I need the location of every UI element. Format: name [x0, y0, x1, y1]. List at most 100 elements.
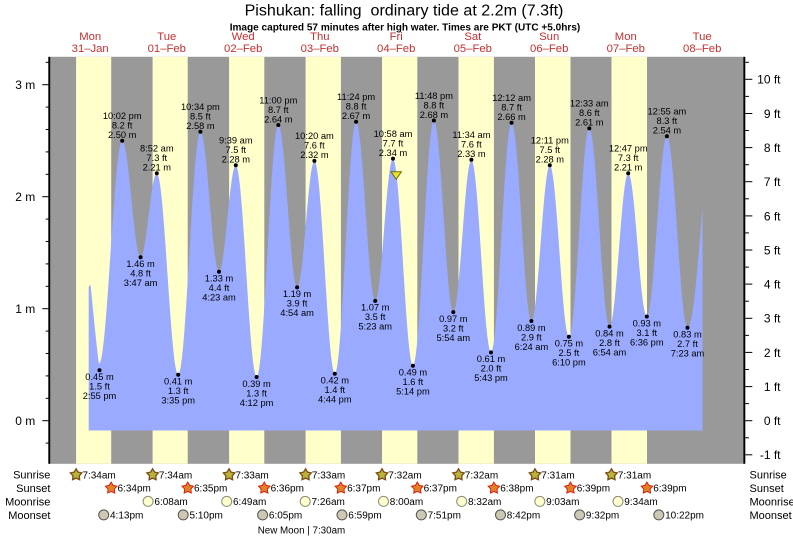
svg-text:6 ft: 6 ft — [764, 209, 781, 223]
svg-text:10:02 pm: 10:02 pm — [103, 111, 142, 121]
svg-text:2.9 ft: 2.9 ft — [521, 332, 542, 342]
svg-text:6:54 am: 6:54 am — [593, 347, 627, 357]
svg-text:4:12 pm: 4:12 pm — [240, 398, 274, 408]
svg-text:1.3 ft: 1.3 ft — [168, 386, 189, 396]
svg-text:6:24 am: 6:24 am — [515, 342, 549, 352]
svg-text:5:43 pm: 5:43 pm — [474, 373, 508, 383]
svg-text:0.89 m: 0.89 m — [517, 323, 546, 333]
svg-text:2.21 m: 2.21 m — [143, 163, 172, 173]
svg-text:7.6 ft: 7.6 ft — [304, 141, 325, 151]
svg-text:2.5 ft: 2.5 ft — [559, 348, 580, 358]
svg-text:-1 ft: -1 ft — [760, 448, 781, 462]
svg-text:10:34 pm: 10:34 pm — [181, 102, 220, 112]
svg-text:2 m: 2 m — [15, 190, 35, 204]
svg-text:4:44 pm: 4:44 pm — [318, 395, 352, 405]
svg-text:05–Feb: 05–Feb — [454, 43, 492, 55]
svg-text:Sat: Sat — [464, 31, 482, 43]
svg-text:8.5 ft: 8.5 ft — [190, 112, 211, 122]
svg-text:8:32am: 8:32am — [468, 497, 501, 508]
svg-text:Image captured 57 minutes afte: Image captured 57 minutes after high wat… — [230, 22, 581, 34]
svg-text:6:08am: 6:08am — [154, 497, 187, 508]
svg-text:6:39pm: 6:39pm — [653, 484, 686, 495]
svg-text:Sunset: Sunset — [16, 483, 50, 495]
svg-text:8.3 ft: 8.3 ft — [657, 116, 678, 126]
svg-text:2.54 m: 2.54 m — [653, 126, 682, 136]
svg-text:4 ft: 4 ft — [764, 278, 781, 292]
svg-text:10 ft: 10 ft — [757, 73, 781, 87]
svg-text:10:22pm: 10:22pm — [665, 511, 704, 522]
svg-text:0.39 m: 0.39 m — [242, 379, 271, 389]
svg-text:8.8 ft: 8.8 ft — [424, 100, 445, 110]
svg-text:6:49am: 6:49am — [233, 497, 266, 508]
svg-text:12:12 am: 12:12 am — [492, 93, 531, 103]
svg-text:11:48 pm: 11:48 pm — [415, 91, 453, 101]
svg-text:2.61 m: 2.61 m — [575, 118, 604, 128]
svg-text:2.28 m: 2.28 m — [222, 155, 251, 165]
svg-text:3 m: 3 m — [15, 78, 35, 92]
svg-text:2.68 m: 2.68 m — [420, 110, 449, 120]
svg-text:6:35pm: 6:35pm — [194, 484, 227, 495]
svg-text:Moonset: Moonset — [8, 510, 50, 522]
svg-text:7:34am: 7:34am — [159, 470, 192, 481]
svg-text:2.21 m: 2.21 m — [614, 163, 643, 173]
svg-text:10:20 am: 10:20 am — [295, 131, 334, 141]
svg-text:2.58 m: 2.58 m — [186, 121, 215, 131]
svg-text:12:47 pm: 12:47 pm — [609, 144, 648, 154]
svg-text:Fri: Fri — [390, 31, 403, 43]
svg-text:0.83 m: 0.83 m — [673, 330, 702, 340]
svg-text:8.7 ft: 8.7 ft — [268, 105, 289, 115]
svg-text:10:58 am: 10:58 am — [374, 129, 413, 139]
svg-text:Pishukan: falling ordinary ti: Pishukan: falling ordinary tide at 2.2m … — [245, 2, 564, 19]
svg-text:0.45 m: 0.45 m — [85, 372, 114, 382]
svg-text:0.41 m: 0.41 m — [164, 377, 193, 387]
svg-text:11:34 am: 11:34 am — [452, 130, 490, 140]
svg-text:12:55 am: 12:55 am — [648, 107, 687, 117]
svg-text:0.49 m: 0.49 m — [399, 368, 428, 378]
svg-text:3:35 pm: 3:35 pm — [161, 396, 195, 406]
svg-text:Moonrise: Moonrise — [750, 496, 793, 508]
svg-text:5:14 pm: 5:14 pm — [396, 387, 430, 397]
svg-text:1.3 ft: 1.3 ft — [246, 388, 267, 398]
svg-text:Sunrise: Sunrise — [13, 470, 50, 482]
svg-text:2.32 m: 2.32 m — [300, 150, 329, 160]
svg-text:0.75 m: 0.75 m — [555, 339, 584, 349]
svg-text:02–Feb: 02–Feb — [224, 43, 262, 55]
svg-text:Moonset: Moonset — [750, 510, 792, 522]
svg-text:3:47 am: 3:47 am — [124, 278, 158, 288]
svg-text:8.6 ft: 8.6 ft — [579, 108, 600, 118]
svg-text:6:38pm: 6:38pm — [500, 484, 533, 495]
svg-text:3.1 ft: 3.1 ft — [636, 328, 657, 338]
svg-text:2.28 m: 2.28 m — [536, 155, 565, 165]
svg-text:3.5 ft: 3.5 ft — [365, 312, 386, 322]
svg-text:0 ft: 0 ft — [764, 414, 781, 428]
svg-text:7.6 ft: 7.6 ft — [461, 140, 482, 150]
svg-text:7.7 ft: 7.7 ft — [383, 138, 404, 148]
svg-text:7.3 ft: 7.3 ft — [618, 153, 639, 163]
svg-text:6:37pm: 6:37pm — [347, 484, 380, 495]
svg-text:1.4 ft: 1.4 ft — [324, 385, 345, 395]
svg-text:Sunset: Sunset — [750, 483, 784, 495]
svg-text:Sun: Sun — [539, 31, 559, 43]
svg-text:5:54 am: 5:54 am — [437, 333, 471, 343]
svg-text:12:11 pm: 12:11 pm — [531, 136, 569, 146]
svg-text:1.46 m: 1.46 m — [126, 259, 155, 269]
svg-text:1.5 ft: 1.5 ft — [89, 382, 110, 392]
svg-text:Mon: Mon — [79, 31, 101, 43]
svg-text:7:31am: 7:31am — [618, 470, 651, 481]
svg-text:7:34am: 7:34am — [82, 470, 115, 481]
svg-text:31–Jan: 31–Jan — [72, 43, 109, 55]
svg-text:04–Feb: 04–Feb — [377, 43, 415, 55]
svg-text:6:36 pm: 6:36 pm — [630, 337, 664, 347]
svg-text:5:10pm: 5:10pm — [190, 511, 223, 522]
svg-text:Mon: Mon — [615, 31, 637, 43]
svg-text:0.97 m: 0.97 m — [439, 314, 468, 324]
svg-text:7:31am: 7:31am — [541, 470, 574, 481]
svg-text:8:00am: 8:00am — [390, 497, 423, 508]
svg-text:7.5 ft: 7.5 ft — [539, 145, 560, 155]
svg-text:7.3 ft: 7.3 ft — [146, 153, 167, 163]
svg-text:9:34am: 9:34am — [624, 497, 657, 508]
svg-text:0.84 m: 0.84 m — [595, 328, 624, 338]
svg-text:3 ft: 3 ft — [764, 312, 781, 326]
svg-text:2.34 m: 2.34 m — [379, 148, 408, 158]
svg-text:Moonrise: Moonrise — [5, 496, 50, 508]
